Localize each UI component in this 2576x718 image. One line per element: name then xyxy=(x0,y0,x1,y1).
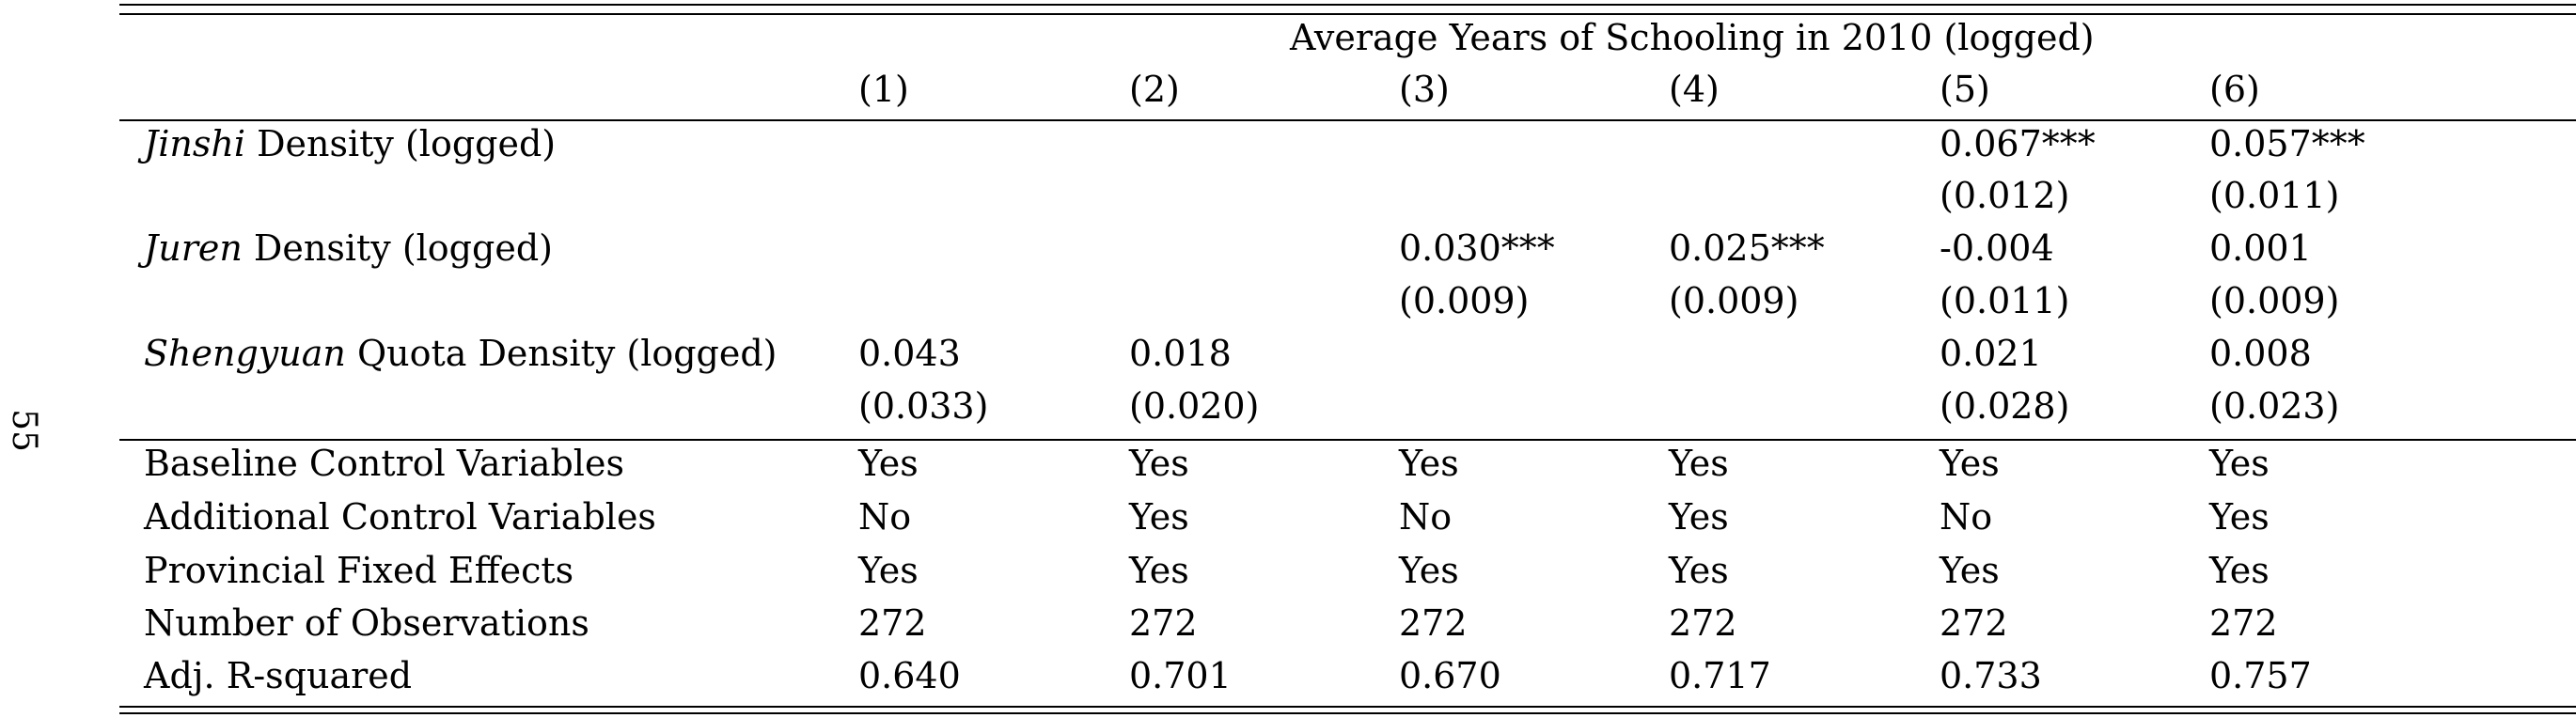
row-label-baseline-controls: Baseline Control Variables xyxy=(144,443,624,484)
coef-estimate: 0.018 xyxy=(1129,333,1232,374)
stat-value: No xyxy=(858,496,912,538)
stat-value: Yes xyxy=(2209,496,2270,538)
std-error: (0.033) xyxy=(858,385,989,427)
column-label: (6) xyxy=(2209,69,2260,110)
stat-value: 0.733 xyxy=(1940,655,2042,696)
std-error: (0.020) xyxy=(1129,385,1260,427)
row-label-provincial-fe: Provincial Fixed Effects xyxy=(144,550,574,591)
stat-value: 272 xyxy=(1940,602,2008,644)
stat-value: 0.701 xyxy=(1129,655,1232,696)
stat-value: Yes xyxy=(1129,443,1189,484)
stat-value: 272 xyxy=(1129,602,1198,644)
stat-value: Yes xyxy=(1940,443,2000,484)
bottom-rule-inner xyxy=(119,706,2576,708)
column-label: (2) xyxy=(1129,69,1180,110)
std-error: (0.028) xyxy=(1940,385,2070,427)
stat-value: Yes xyxy=(1129,496,1189,538)
row-label-observations: Number of Observations xyxy=(144,602,589,644)
coef-estimate: 0.021 xyxy=(1940,333,2042,374)
row-label-juren: Juren Density (logged) xyxy=(144,227,553,269)
header-rule xyxy=(119,119,2576,121)
row-label-additional-controls: Additional Control Variables xyxy=(144,496,656,538)
column-label: (1) xyxy=(858,69,909,110)
stat-value: 0.670 xyxy=(1399,655,1501,696)
stat-value: 272 xyxy=(1669,602,1737,644)
stat-value: Yes xyxy=(2209,443,2270,484)
stat-value: 272 xyxy=(1399,602,1468,644)
std-error: (0.009) xyxy=(1669,280,1799,321)
column-label: (3) xyxy=(1399,69,1450,110)
stat-value: Yes xyxy=(1669,443,1729,484)
row-label-adj-r-squared: Adj. R-squared xyxy=(144,655,413,696)
std-error: (0.009) xyxy=(1399,280,1530,321)
stat-value: Yes xyxy=(1399,550,1459,591)
coef-estimate: 0.025*** xyxy=(1669,227,1825,269)
stat-value: No xyxy=(1399,496,1453,538)
mid-rule xyxy=(119,439,2576,441)
std-error: (0.009) xyxy=(2209,280,2340,321)
coef-estimate: 0.067*** xyxy=(1940,123,2096,164)
stat-value: 0.640 xyxy=(858,655,961,696)
stat-value: Yes xyxy=(858,550,919,591)
stat-value: 0.717 xyxy=(1669,655,1771,696)
stat-value: 272 xyxy=(858,602,927,644)
std-error: (0.011) xyxy=(1940,280,2070,321)
super-header: Average Years of Schooling in 2010 (logg… xyxy=(1290,17,2095,58)
stat-value: Yes xyxy=(1669,550,1729,591)
coef-estimate: 0.008 xyxy=(2209,333,2312,374)
std-error: (0.011) xyxy=(2209,175,2340,216)
stat-value: Yes xyxy=(858,443,919,484)
stat-value: 0.757 xyxy=(2209,655,2312,696)
stat-value: Yes xyxy=(1669,496,1729,538)
stat-value: No xyxy=(1940,496,1993,538)
column-label: (5) xyxy=(1940,69,1990,110)
coef-estimate: 0.030*** xyxy=(1399,227,1555,269)
row-label-shengyuan: Shengyuan Quota Density (logged) xyxy=(144,333,778,374)
stat-value: Yes xyxy=(1399,443,1459,484)
stat-value: 272 xyxy=(2209,602,2278,644)
stat-value: Yes xyxy=(1940,550,2000,591)
row-label-jinshi: Jinshi Density (logged) xyxy=(144,123,557,164)
stat-value: Yes xyxy=(2209,550,2270,591)
top-rule-outer xyxy=(119,4,2576,6)
page-number: 55 xyxy=(4,409,43,452)
stat-value: Yes xyxy=(1129,550,1189,591)
coef-estimate: 0.001 xyxy=(2209,227,2312,269)
bottom-rule-outer xyxy=(119,712,2576,714)
std-error: (0.023) xyxy=(2209,385,2340,427)
top-rule-inner xyxy=(119,13,2576,15)
coef-estimate: 0.043 xyxy=(858,333,961,374)
coef-estimate: -0.004 xyxy=(1940,227,2054,269)
std-error: (0.012) xyxy=(1940,175,2070,216)
coef-estimate: 0.057*** xyxy=(2209,123,2365,164)
column-label: (4) xyxy=(1669,69,1720,110)
